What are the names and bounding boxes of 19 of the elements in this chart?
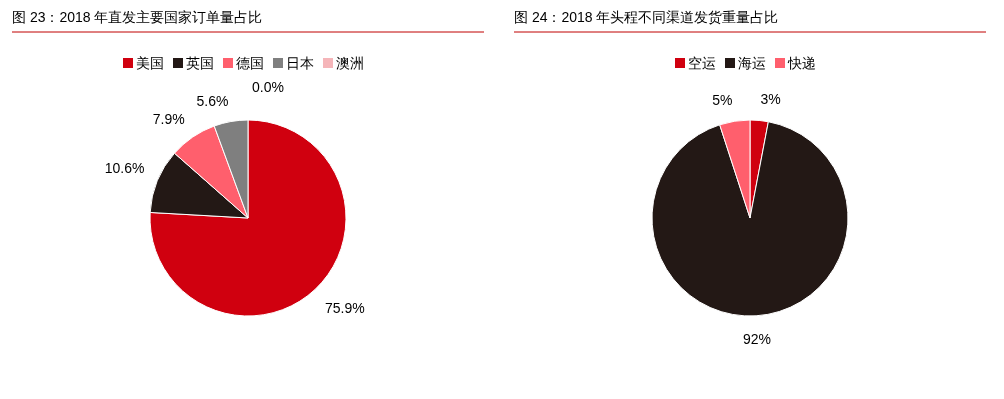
chart-title: 图 23：2018 年直发主要国家订单量占比 bbox=[12, 9, 263, 25]
legend-label: 日本 bbox=[286, 55, 314, 71]
legend-label: 美国 bbox=[136, 55, 164, 71]
text: 0.0% bbox=[252, 79, 284, 95]
legend-label: 空运 bbox=[688, 55, 716, 71]
legend-label: 海运 bbox=[738, 55, 766, 71]
data-label: 3% bbox=[760, 91, 781, 108]
chart-title: 图 24：2018 年头程不同渠道发货重量占比 bbox=[514, 9, 779, 25]
legend-label: 英国 bbox=[186, 55, 214, 71]
data-label: 7.9% bbox=[152, 110, 185, 127]
legend-label: 快递 bbox=[787, 55, 816, 71]
pie-slice bbox=[651, 121, 849, 317]
legend-label: 德国 bbox=[236, 55, 264, 71]
legend-label: 澳洲 bbox=[336, 55, 364, 71]
data-label: 75.9% bbox=[324, 300, 365, 317]
data-label: 10.6% bbox=[104, 160, 145, 177]
data-label: 92% bbox=[743, 330, 772, 347]
data-label: 5% bbox=[712, 92, 733, 109]
data-label: 5.6% bbox=[196, 92, 229, 109]
